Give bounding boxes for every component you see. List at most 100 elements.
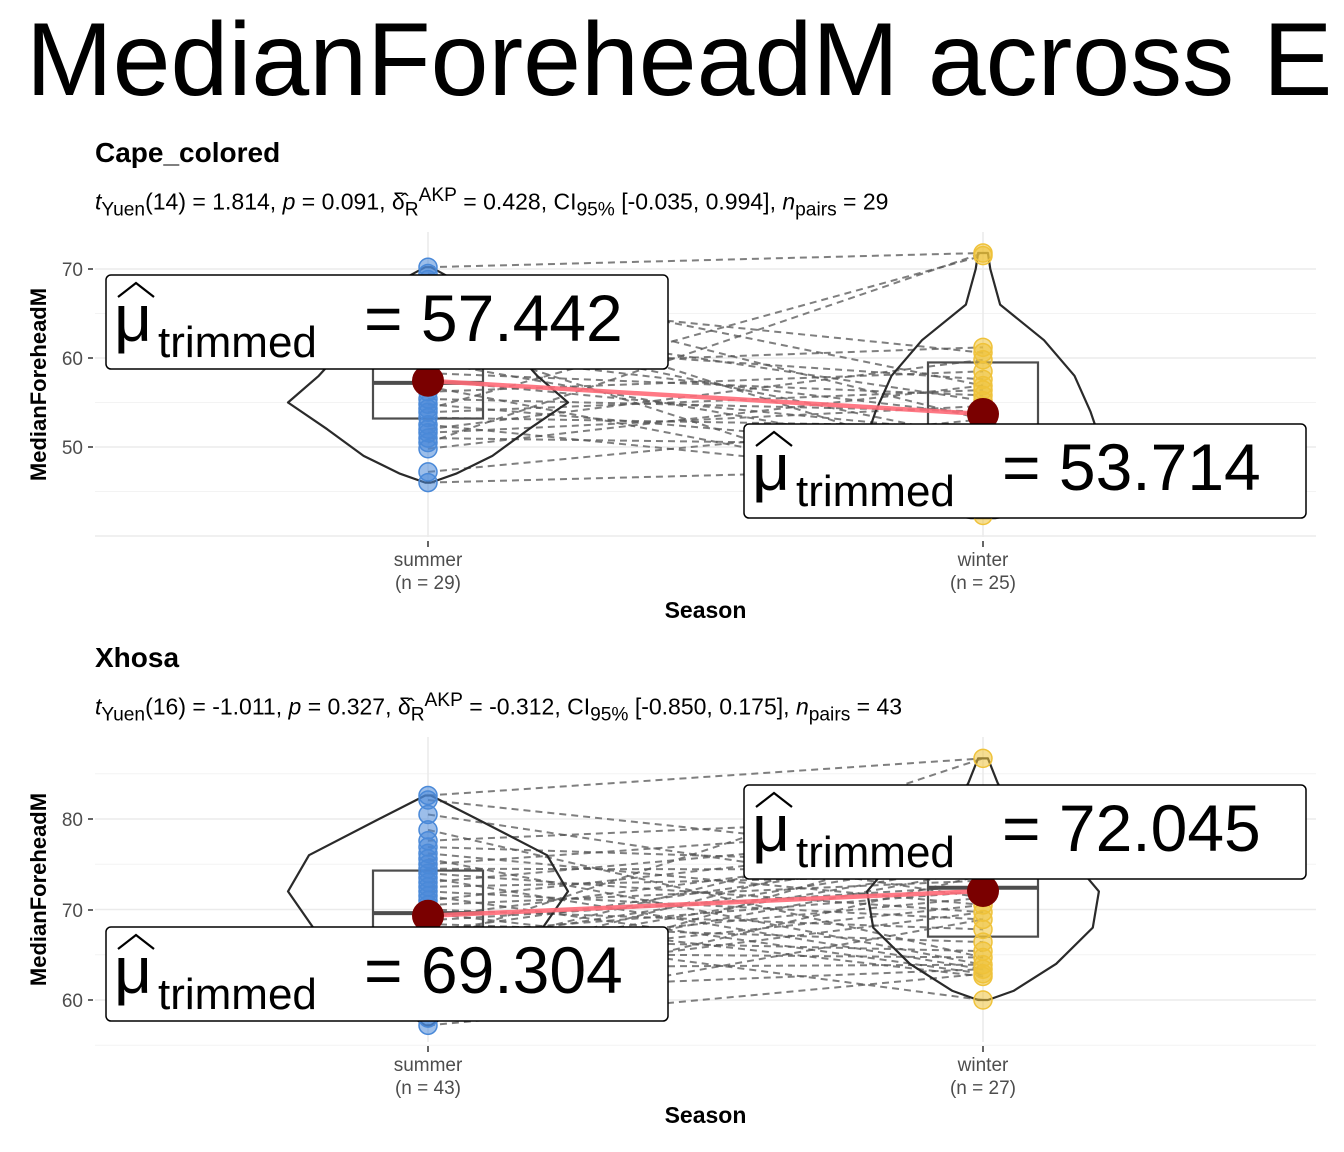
stat-p: 0.327 (327, 693, 386, 720)
mean-label-box (743, 423, 1307, 519)
stat-effect: 0.428 (483, 188, 541, 215)
paired-line (427, 824, 984, 866)
paired-line (427, 757, 984, 797)
paired-line (427, 911, 984, 983)
paired-line (427, 251, 984, 269)
mu-symbol: μ (752, 791, 790, 865)
mean-label-box (105, 926, 669, 1022)
y-tick-label: 60 (62, 349, 83, 370)
paired-line (427, 951, 984, 959)
paired-line (427, 852, 984, 906)
paired-line (427, 922, 984, 944)
x-tick-label: winter (957, 550, 1009, 571)
mean-line (427, 888, 984, 919)
paired-line (427, 972, 984, 1027)
x-tick-label: summer (394, 550, 463, 571)
hat-mark (117, 281, 155, 298)
mean-label-subscript: trimmed (158, 318, 317, 367)
x-tick-label: winter (957, 1055, 1009, 1076)
stat-value: 1.814 (212, 188, 270, 215)
mean-label-value: = 69.304 (364, 933, 623, 1007)
paired-line (427, 405, 984, 434)
paired-line (427, 838, 984, 902)
mean-label-subscript: trimmed (158, 970, 317, 1019)
data-point-winter (973, 245, 993, 266)
paired-line (427, 379, 984, 434)
paired-line (427, 324, 984, 440)
data-point-summer (418, 472, 438, 493)
paired-line (427, 295, 984, 354)
chart-svg: 60 70 80 MedianForeheadM summer(n = 43) winte… (26, 737, 1316, 1128)
mean-line (427, 378, 984, 417)
mu-symbol: μ (752, 430, 790, 504)
mean-label: μ trimmed = 69.304 (105, 926, 669, 1022)
data-point-winter (973, 990, 993, 1010)
paired-line (427, 384, 984, 450)
paired-line (427, 851, 984, 933)
paired-line (427, 252, 984, 444)
paired-line (427, 346, 984, 368)
panel-xhosa: Xhosa tYuen(16) = -1.011, p = 0.327, δ̂R… (0, 642, 1344, 1142)
stats-subtitle: tYuen(14) = 1.814, p = 0.091, δ̂RAKP = 0… (95, 185, 889, 221)
panel-cape-colored: Cape_colored tYuen(14) = 1.814, p = 0.09… (0, 137, 1344, 637)
x-tick-label: summer (394, 1055, 463, 1076)
stat-df: 14 (152, 188, 179, 215)
y-tick-label: 80 (62, 810, 83, 831)
paired-line (427, 937, 984, 953)
mean-point (412, 899, 444, 932)
mean-point (967, 874, 999, 907)
y-axis-title: MedianForeheadM (26, 288, 51, 481)
paired-line (427, 968, 984, 992)
stat-p: 0.091 (321, 188, 380, 215)
y-tick-label: 50 (62, 438, 83, 459)
chart-svg: 50 60 70 MedianForeheadM summer(n = 29) winte… (26, 232, 1316, 623)
mean-point (967, 397, 999, 430)
stat-value: -1.011 (212, 693, 276, 720)
paired-line (427, 340, 984, 381)
paired-line (427, 423, 984, 481)
y-tick-label: 60 (62, 991, 83, 1012)
panel-title: Xhosa (95, 642, 180, 673)
paired-line (427, 908, 984, 931)
mean-label: μ trimmed = 57.442 (105, 274, 669, 370)
data-point-summer (418, 439, 438, 459)
paired-line (427, 963, 984, 969)
x-tick-n-label: (n = 29) (395, 573, 461, 594)
x-axis-title: Season (665, 1102, 747, 1128)
paired-line (427, 918, 984, 1020)
paired-line (427, 863, 984, 962)
paired-line (427, 896, 984, 951)
mean-label: μ trimmed = 53.714 (743, 423, 1307, 519)
paired-line (427, 316, 984, 402)
x-tick-n-label: (n = 43) (395, 1078, 461, 1099)
hat-mark (755, 430, 793, 447)
stat-ci: [-0.035, 0.994] (621, 188, 770, 215)
paired-line (427, 903, 984, 965)
main-title: MedianForeheadM across E (26, 2, 1333, 118)
x-axis-title: Season (665, 597, 747, 623)
paired-line (427, 358, 984, 431)
paired-line (427, 272, 984, 387)
stat-npairs: 29 (862, 188, 889, 215)
hat-mark (755, 791, 793, 808)
mean-point (412, 364, 444, 397)
x-tick-n-label: (n = 27) (950, 1078, 1016, 1099)
stats-subtitle: tYuen(16) = -1.011, p = 0.327, δ̂RAKP = … (95, 690, 903, 726)
x-tick-n-label: (n = 25) (950, 573, 1016, 594)
y-tick-label: 70 (62, 260, 83, 281)
y-tick-label: 70 (62, 901, 83, 922)
mu-symbol: μ (114, 933, 152, 1007)
paired-line (427, 831, 984, 884)
paired-line (427, 868, 984, 976)
mean-label-subscript: trimmed (796, 828, 955, 877)
mean-label-box (105, 274, 669, 370)
mean-label-value: = 57.442 (364, 281, 623, 355)
mu-symbol: μ (114, 281, 152, 355)
paired-line (427, 389, 984, 414)
mean-label-value: = 72.045 (1002, 791, 1261, 865)
stat-effect: -0.312 (489, 693, 555, 720)
hat-mark (117, 933, 155, 950)
stat-df: 16 (152, 693, 179, 720)
paired-line (427, 418, 984, 473)
paired-line (427, 370, 984, 393)
